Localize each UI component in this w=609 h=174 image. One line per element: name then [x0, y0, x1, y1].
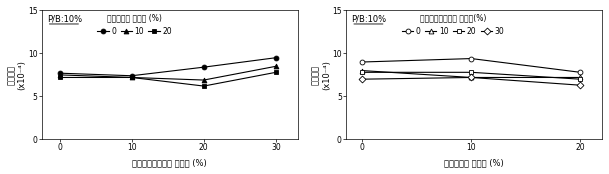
Legend: 0, 10, 20, 30: 0, 10, 20, 30	[401, 13, 505, 36]
Text: P/B:10%: P/B:10%	[47, 14, 82, 23]
20	[359, 71, 366, 73]
X-axis label: 플라이애시 치환율 (%): 플라이애시 치환율 (%)	[444, 158, 504, 167]
Line: 0: 0	[57, 55, 278, 78]
Line: 0: 0	[360, 56, 583, 75]
10	[468, 76, 475, 78]
10	[359, 70, 366, 72]
20	[577, 78, 584, 80]
30	[359, 78, 366, 80]
Text: P/B:10%: P/B:10%	[351, 14, 386, 23]
0	[128, 75, 135, 77]
Line: 10: 10	[360, 68, 583, 80]
Line: 20: 20	[360, 70, 583, 82]
10	[200, 79, 208, 81]
20	[56, 76, 63, 78]
10	[577, 76, 584, 78]
0	[468, 58, 475, 60]
10	[56, 74, 63, 76]
30	[577, 84, 584, 86]
Line: 20: 20	[57, 70, 278, 89]
Y-axis label: 건조수축
(x10⁻⁴): 건조수축 (x10⁻⁴)	[311, 60, 331, 90]
0	[577, 71, 584, 73]
0	[359, 61, 366, 63]
Legend: 0, 10, 20: 0, 10, 20	[97, 13, 172, 36]
Y-axis label: 건조수축
(x10⁻⁴): 건조수축 (x10⁻⁴)	[7, 60, 26, 90]
0	[56, 72, 63, 74]
0	[200, 66, 208, 68]
Line: 10: 10	[57, 64, 278, 82]
20	[128, 76, 135, 78]
Line: 30: 30	[360, 75, 583, 88]
20	[468, 71, 475, 73]
X-axis label: 고로슬래그미분말 치환율 (%): 고로슬래그미분말 치환율 (%)	[132, 158, 207, 167]
20	[272, 71, 280, 73]
10	[272, 65, 280, 67]
10	[128, 76, 135, 78]
30	[468, 76, 475, 78]
20	[200, 85, 208, 87]
0	[272, 57, 280, 59]
